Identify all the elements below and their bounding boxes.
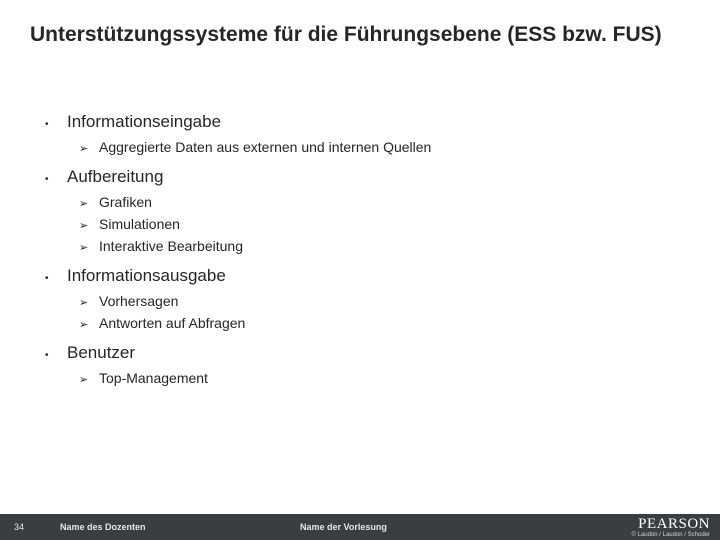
logo-block: PEARSON © Laudon / Laudon / Schoder bbox=[632, 516, 710, 538]
bullet-item: ➢ Antworten auf Abfragen bbox=[79, 315, 690, 331]
section-heading: Benutzer bbox=[67, 343, 135, 363]
bullet-dot: • bbox=[45, 117, 67, 133]
item-text: Antworten auf Abfragen bbox=[99, 315, 245, 331]
arrow-icon: ➢ bbox=[79, 197, 99, 210]
copyright-text: © Laudon / Laudon / Schoder bbox=[632, 532, 710, 538]
item-text: Aggregierte Daten aus externen und inter… bbox=[99, 139, 431, 155]
arrow-icon: ➢ bbox=[79, 296, 99, 309]
bullet-item: ➢ Grafiken bbox=[79, 194, 690, 210]
bullet-dot: • bbox=[45, 348, 67, 364]
slide-number: 34 bbox=[14, 522, 50, 532]
bullet-dot: • bbox=[45, 271, 67, 287]
bullet-item: ➢ Vorhersagen bbox=[79, 293, 690, 309]
item-text: Simulationen bbox=[99, 216, 180, 232]
section-heading: Informationsausgabe bbox=[67, 266, 226, 286]
slide-title: Unterstützungssysteme für die Führungseb… bbox=[30, 22, 690, 48]
bullet-section: • Benutzer bbox=[45, 343, 690, 364]
slide-content: • Informationseingabe ➢ Aggregierte Date… bbox=[45, 100, 690, 388]
arrow-icon: ➢ bbox=[79, 219, 99, 232]
bullet-section: • Aufbereitung bbox=[45, 167, 690, 188]
arrow-icon: ➢ bbox=[79, 373, 99, 386]
item-text: Grafiken bbox=[99, 194, 152, 210]
item-text: Interaktive Bearbeitung bbox=[99, 238, 243, 254]
bullet-section: • Informationsausgabe bbox=[45, 266, 690, 287]
bullet-dot: • bbox=[45, 172, 67, 188]
arrow-icon: ➢ bbox=[79, 318, 99, 331]
item-text: Top-Management bbox=[99, 370, 208, 386]
slide: Unterstützungssysteme für die Führungseb… bbox=[0, 0, 720, 540]
item-text: Vorhersagen bbox=[99, 293, 178, 309]
dozent-label: Name des Dozenten bbox=[60, 522, 146, 532]
bullet-section: • Informationseingabe bbox=[45, 112, 690, 133]
section-heading: Informationseingabe bbox=[67, 112, 221, 132]
vorlesung-label: Name der Vorlesung bbox=[300, 522, 387, 532]
pearson-logo: PEARSON bbox=[632, 516, 710, 533]
footer: 34 Name des Dozenten Name der Vorlesung … bbox=[0, 514, 720, 540]
bullet-item: ➢ Interaktive Bearbeitung bbox=[79, 238, 690, 254]
bullet-item: ➢ Top-Management bbox=[79, 370, 690, 386]
section-heading: Aufbereitung bbox=[67, 167, 163, 187]
arrow-icon: ➢ bbox=[79, 142, 99, 155]
bullet-item: ➢ Simulationen bbox=[79, 216, 690, 232]
bullet-item: ➢ Aggregierte Daten aus externen und int… bbox=[79, 139, 690, 155]
arrow-icon: ➢ bbox=[79, 241, 99, 254]
